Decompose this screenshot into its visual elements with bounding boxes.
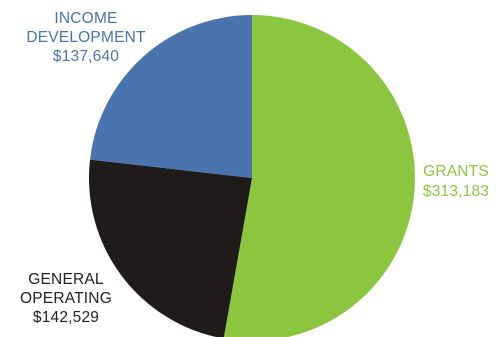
pie-slice-grants xyxy=(223,15,415,337)
label-income-development: INCOME DEVELOPMENT $137,640 xyxy=(26,10,146,65)
label-income-development-value: $137,640 xyxy=(53,48,119,65)
label-general-operating: GENERAL OPERATING $142,529 xyxy=(20,271,112,326)
pie-slice-general-operating xyxy=(89,159,252,337)
label-income-development-line1: INCOME xyxy=(54,10,117,27)
label-income-development-line2: DEVELOPMENT xyxy=(26,29,146,46)
label-general-operating-line1: GENERAL xyxy=(28,271,104,288)
label-grants-name: GRANTS xyxy=(423,163,489,180)
pie-slices xyxy=(89,15,415,337)
pie-slice-income-development xyxy=(90,15,252,178)
label-general-operating-value: $142,529 xyxy=(33,309,99,326)
label-general-operating-line2: OPERATING xyxy=(20,290,112,307)
label-grants: GRANTS $313,183 xyxy=(423,163,489,200)
label-grants-value: $313,183 xyxy=(423,183,489,200)
